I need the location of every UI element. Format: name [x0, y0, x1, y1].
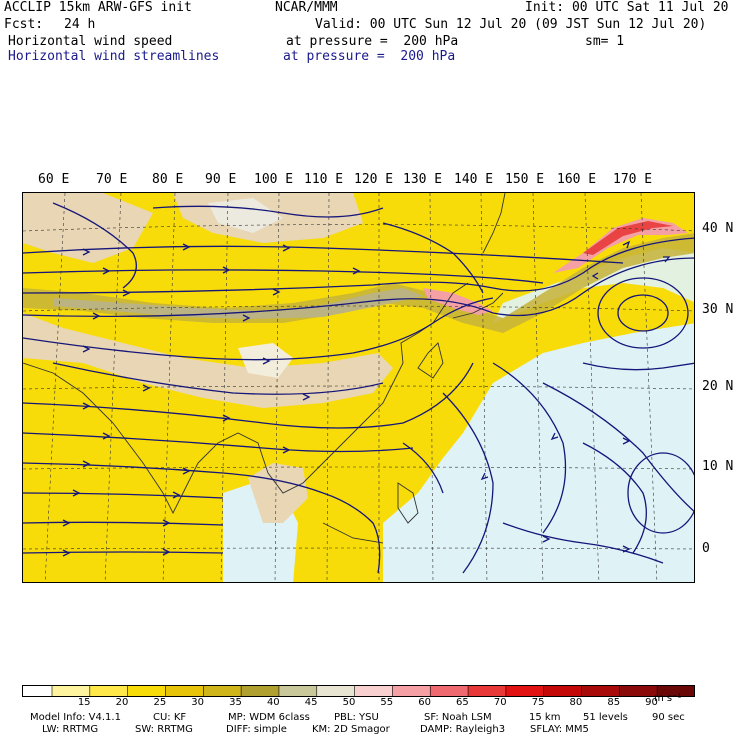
footer-diff: DIFF: simple: [226, 724, 287, 735]
footer-lw: LW: RRTMG: [42, 724, 99, 735]
colorbar-cell: [430, 685, 469, 697]
footer-timestep: 90 sec: [652, 712, 685, 723]
wind-map-panel: [22, 192, 695, 583]
colorbar-tick-label: 60: [418, 697, 431, 708]
colorbar-cell: [165, 685, 204, 697]
lon-label-100e: 100 E: [254, 172, 294, 187]
footer-sflay: SFLAY: MM5: [530, 724, 589, 735]
colorbar-tick-label: 55: [380, 697, 394, 708]
footer-sw: SW: RRTMG: [135, 724, 193, 735]
model-title: ACCLIP 15km ARW-GFS init: [4, 0, 192, 15]
lon-label-110e: 110 E: [304, 172, 344, 187]
jet-core-gray: [53, 288, 423, 319]
colorbar-tick-label: 35: [229, 697, 242, 708]
valid-time: Valid: 00 UTC Sun 12 Jul 20 (09 JST Sun …: [315, 17, 707, 32]
colorbar-cell: [543, 685, 583, 697]
lon-label-70e: 70 E: [96, 172, 128, 187]
lon-label-160e: 160 E: [557, 172, 597, 187]
colorbar-cells: [22, 685, 696, 697]
colorbar-cell: [354, 685, 393, 697]
colorbar-tick-label: 90: [645, 697, 658, 708]
colorbar-tick-label: 25: [153, 697, 167, 708]
footer-resolution: 15 km: [529, 712, 561, 723]
colorbar-cell: [619, 685, 658, 697]
footer-cu: CU: KF: [153, 712, 187, 723]
smoothing-label: sm= 1: [585, 34, 625, 49]
colorbar-cell: [316, 685, 356, 697]
lon-label-90e: 90 E: [205, 172, 237, 187]
jet-max-pink-west: [423, 288, 493, 315]
jet-max-red-east: [583, 221, 673, 255]
ocean-low-wind-area: [383, 323, 694, 582]
lat-label-10n: 10 N: [702, 459, 734, 474]
land-tibet-plateau: [23, 313, 393, 408]
lat-label-20n: 20 N: [702, 379, 734, 394]
colorbar-tick-label: 20: [115, 697, 129, 708]
lon-label-60e: 60 E: [38, 172, 70, 187]
lon-label-150e: 150 E: [505, 172, 545, 187]
init-time: Init: 00 UTC Sat 11 Jul 20: [525, 0, 729, 15]
colorbar-cell: [241, 685, 280, 697]
field1-level: at pressure = 200 hPa: [286, 34, 459, 49]
footer-damp: DAMP: Rayleigh3: [420, 724, 506, 735]
colorbar-tick-label: 50: [342, 697, 356, 708]
footer-levels: 51 levels: [583, 712, 628, 723]
footer-km: KM: 2D Smagor: [312, 724, 390, 735]
colorbar-cell: [392, 685, 431, 697]
streamlines: [23, 202, 694, 574]
colorbar-tick-label: 85: [607, 697, 621, 708]
lat-label-40n: 40 N: [702, 221, 734, 236]
colorbar-tick-label: 65: [456, 697, 469, 708]
coastlines: [23, 193, 506, 544]
colorbar-svg: [22, 685, 696, 697]
lon-label-140e: 140 E: [454, 172, 494, 187]
colorbar-cell: [203, 685, 242, 697]
wind-map-svg: [23, 193, 694, 582]
lon-label-170e: 170 E: [613, 172, 653, 187]
lat-label-0: 0: [702, 541, 710, 556]
lon-label-120e: 120 E: [354, 172, 394, 187]
footer-sf: SF: Noah LSM: [424, 712, 492, 723]
colorbar-cell: [278, 685, 318, 697]
colorbar-tick-label: 70: [493, 697, 507, 708]
colorbar-cell: [657, 685, 696, 697]
center-label: NCAR/MMM: [275, 0, 338, 15]
graticule: [23, 193, 694, 582]
colorbar-unit: m s⁻¹: [654, 693, 682, 704]
colorbar-cell: [89, 685, 129, 697]
light-patch-plateau: [238, 343, 293, 378]
colorbar-tick-label: 45: [304, 697, 318, 708]
colorbar-cell: [22, 685, 53, 697]
forecast-label: Fcst:: [4, 17, 44, 32]
field2-name: Horizontal wind streamlines: [8, 49, 220, 64]
footer-model-info: Model Info: V4.1.1: [30, 712, 121, 723]
colorbar-cell: [581, 685, 620, 697]
forecast-hours: 24 h: [64, 17, 96, 32]
colorbar-tick-label: 15: [77, 697, 91, 708]
wind-speed-colorbar: [22, 682, 696, 701]
jet-max-pink-east: [553, 218, 688, 273]
footer-pbl: PBL: YSU: [334, 712, 379, 723]
field1-name: Horizontal wind speed: [8, 34, 173, 49]
lat-label-30n: 30 N: [702, 302, 734, 317]
colorbar-cell: [505, 685, 545, 697]
footer-mp: MP: WDM 6class: [228, 712, 310, 723]
field2-level: at pressure = 200 hPa: [283, 49, 456, 64]
streamline-arrows: [62, 240, 671, 557]
colorbar-tick-label: 80: [569, 697, 583, 708]
land-central-asia: [23, 193, 153, 263]
colorbar-cell: [468, 685, 507, 697]
colorbar-tick-label: 30: [191, 697, 205, 708]
colorbar-cell: [127, 685, 166, 697]
colorbar-tick-label: 40: [266, 697, 280, 708]
lon-label-130e: 130 E: [403, 172, 443, 187]
colorbar-tick-label: 75: [531, 697, 545, 708]
lon-label-80e: 80 E: [152, 172, 184, 187]
colorbar-cell: [52, 685, 91, 697]
